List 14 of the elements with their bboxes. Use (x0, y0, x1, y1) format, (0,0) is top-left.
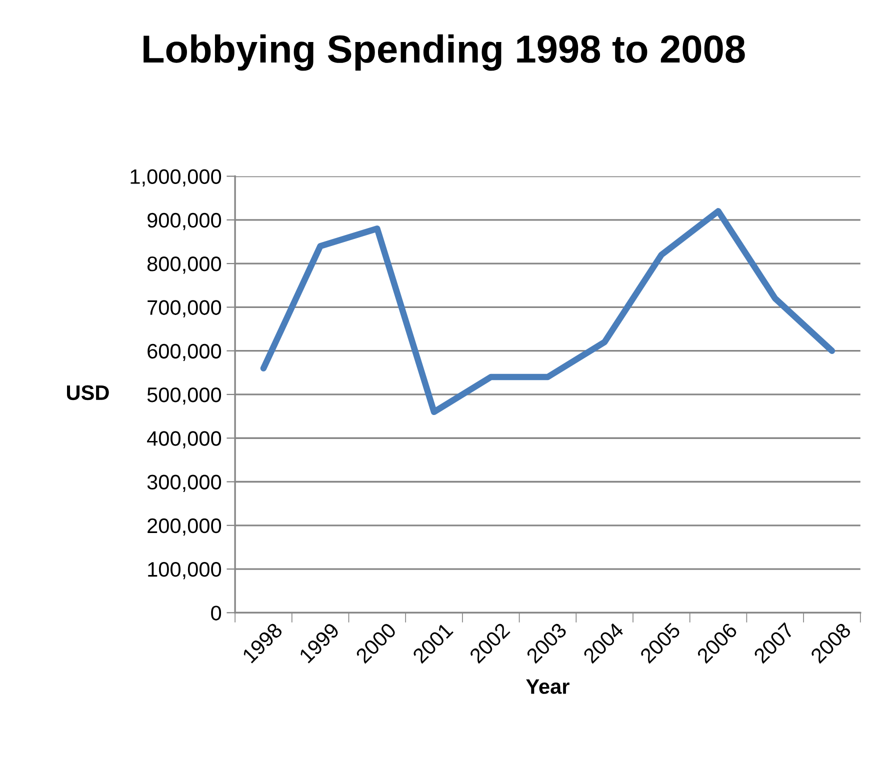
chart-title: Lobbying Spending 1998 to 2008 (144, 34, 745, 71)
y-tick-label: 900,000 (148, 212, 222, 230)
y-tick-label: 1,000,000 (130, 169, 222, 186)
y-tick-label: 800,000 (147, 256, 222, 274)
y-tick-label: 600,000 (148, 344, 222, 362)
y-tick-label: 400,000 (147, 431, 222, 448)
y-tick-label: 200,000 (148, 518, 222, 536)
y-tick-label: 700,000 (148, 300, 222, 318)
x-axis-title: Year (526, 679, 570, 694)
y-tick-label: 0 (211, 606, 222, 620)
y-tick-label: 300,000 (147, 474, 222, 492)
y-axis-title: USD (67, 385, 109, 400)
y-tick-label: 500,000 (147, 387, 222, 405)
y-tick-label: 100,000 (148, 562, 222, 580)
